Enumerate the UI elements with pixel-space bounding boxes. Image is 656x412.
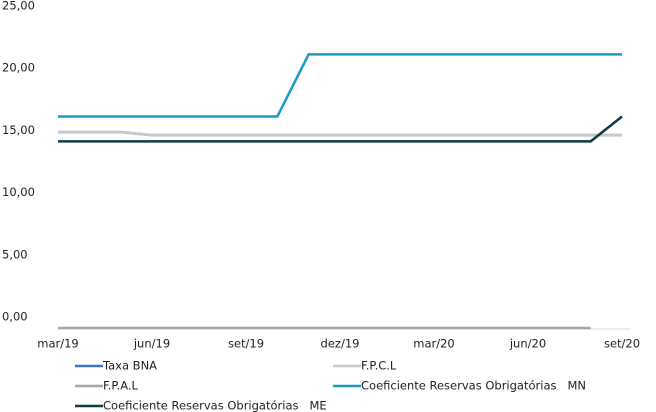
- x-tick-label: dez/19: [321, 337, 360, 351]
- x-tick-label: jun/19: [133, 337, 170, 351]
- legend-label: F.P.A.L: [103, 379, 139, 393]
- y-tick-label: 20,00: [2, 61, 35, 75]
- legend-label: F.P.C.L: [361, 359, 397, 373]
- y-tick-label: 25,00: [2, 0, 35, 13]
- x-tick-label: mar/20: [413, 337, 455, 351]
- y-tick-label: 15,00: [2, 123, 35, 137]
- series-line: [58, 115, 623, 143]
- x-tick-label: jun/20: [509, 337, 546, 351]
- series-line: [58, 130, 622, 137]
- y-tick-label: 0,00: [2, 310, 28, 324]
- y-tick-label: 5,00: [2, 247, 28, 261]
- x-tick-label: mar/19: [37, 337, 79, 351]
- series-line: [58, 53, 622, 118]
- x-tick-label: set/19: [228, 337, 264, 351]
- y-tick-label: 10,00: [2, 185, 35, 199]
- legend-label: Coeficiente Reservas Obrigatórias MN: [361, 379, 586, 393]
- legend-label: Coeficiente Reservas Obrigatórias ME: [103, 399, 327, 412]
- legend-label: Taxa BNA: [102, 359, 157, 373]
- x-tick-label: set/20: [604, 337, 640, 351]
